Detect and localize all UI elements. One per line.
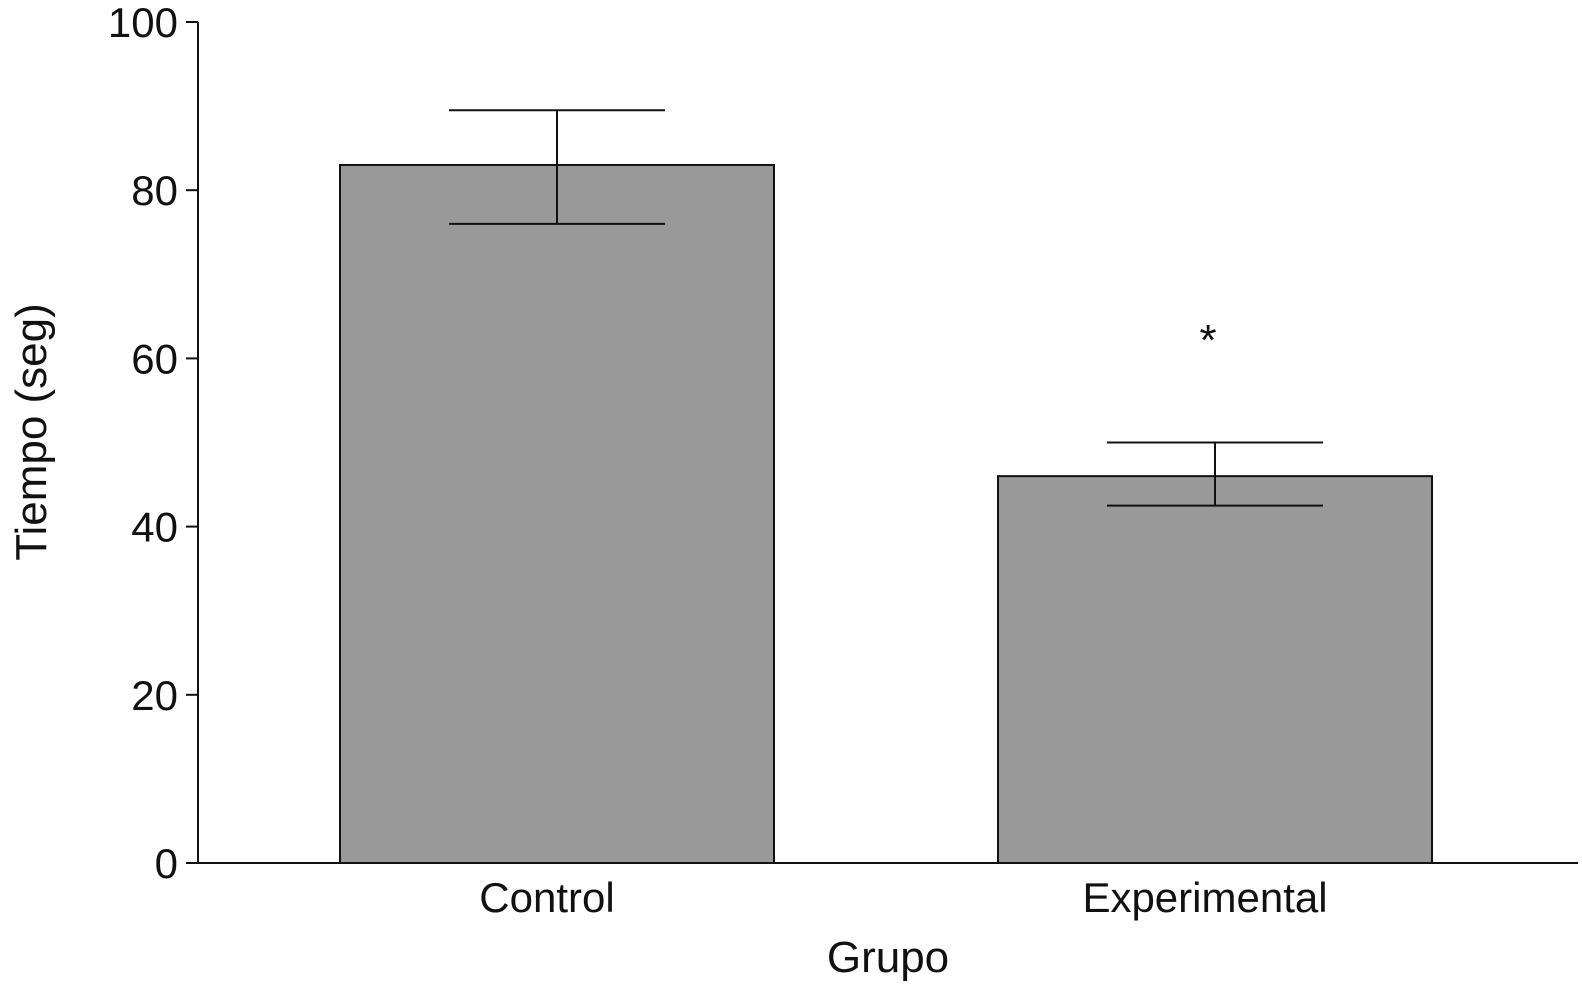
x-axis-label: Grupo: [827, 933, 949, 982]
annotations: *: [1199, 316, 1216, 365]
y-ticks: 0 20 40 60 80 100: [108, 0, 198, 887]
y-tick-label: 0: [155, 840, 178, 887]
bar-experimental: [997, 475, 1433, 864]
y-tick-label: 40: [131, 504, 178, 551]
bars: [339, 163, 1433, 865]
x-tick-label-control: Control: [479, 874, 614, 921]
y-tick-label: 20: [131, 672, 178, 719]
y-tick-label: 80: [131, 167, 178, 214]
error-bar-control: [449, 109, 665, 225]
significance-marker: *: [1199, 316, 1216, 365]
error-bar-experimental: [1107, 441, 1323, 507]
y-tick-label: 60: [131, 335, 178, 382]
x-tick-labels: Control Experimental: [479, 874, 1327, 921]
y-tick-label: 100: [108, 0, 178, 46]
y-axis-label: Tiempo (seg): [7, 303, 56, 561]
bar-control: [339, 163, 775, 865]
x-tick-label-experimental: Experimental: [1082, 874, 1327, 921]
error-bars: [449, 109, 1323, 507]
